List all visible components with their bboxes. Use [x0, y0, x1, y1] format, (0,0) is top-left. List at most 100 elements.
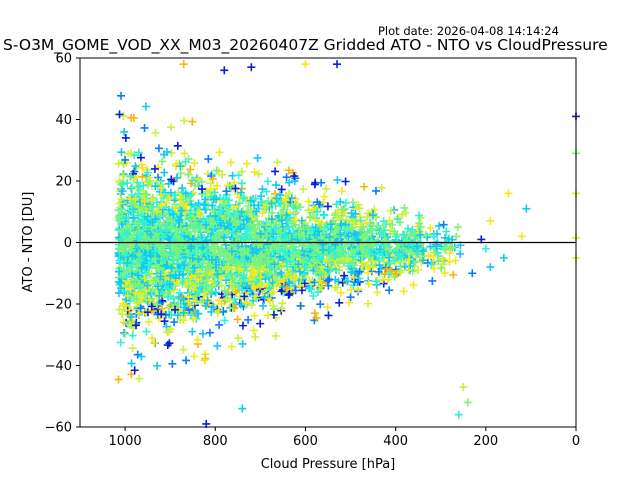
data-point [309, 236, 318, 245]
data-point [277, 185, 286, 194]
data-point [334, 206, 343, 215]
data-point [211, 234, 220, 243]
data-point [373, 288, 382, 297]
data-point [250, 311, 259, 320]
data-point [148, 334, 157, 343]
outlier-points [179, 60, 580, 428]
data-point [238, 321, 247, 330]
data-point [309, 251, 318, 260]
data-point [277, 304, 286, 313]
y-tick-label: 40 [55, 113, 72, 128]
x-axis-label: Cloud Pressure [hPa] [261, 457, 396, 472]
data-point [364, 280, 373, 289]
data-point [237, 179, 246, 188]
data-point [429, 232, 438, 241]
x-tick-label: 1000 [109, 434, 142, 449]
data-point [163, 216, 172, 225]
data-point [182, 356, 191, 365]
data-point [213, 181, 222, 190]
data-point [442, 227, 451, 236]
data-point [411, 257, 420, 266]
data-point [297, 216, 306, 225]
data-point [252, 207, 261, 216]
data-point [121, 133, 130, 142]
data-point [128, 252, 137, 261]
data-point [385, 216, 394, 225]
data-point [316, 276, 325, 285]
data-point [179, 269, 188, 278]
data-point [206, 216, 215, 225]
data-point [453, 223, 462, 232]
data-point [258, 185, 267, 194]
data-point [337, 246, 346, 255]
data-point [314, 227, 323, 236]
data-point [245, 195, 254, 204]
data-point [173, 141, 182, 150]
data-point [202, 249, 211, 258]
data-point [344, 254, 353, 263]
data-point [322, 256, 331, 265]
data-point [262, 221, 271, 230]
data-point [136, 304, 145, 313]
data-point [177, 265, 186, 274]
data-point [147, 287, 156, 296]
data-point [268, 278, 277, 287]
data-point [215, 320, 224, 329]
data-point [349, 220, 358, 229]
data-point [262, 231, 271, 240]
data-point [203, 296, 212, 305]
outlier-point [238, 404, 247, 413]
data-point [176, 162, 185, 171]
data-point [242, 159, 251, 168]
x-tick-label: 800 [203, 434, 228, 449]
data-point [299, 223, 308, 232]
data-point [374, 256, 383, 265]
data-point [151, 182, 160, 191]
data-point [258, 208, 267, 217]
data-point [151, 247, 160, 256]
data-point [340, 204, 349, 213]
data-point [146, 230, 155, 239]
outlier-point [220, 66, 229, 75]
data-point [179, 237, 188, 246]
data-point [143, 212, 152, 221]
data-point [152, 198, 161, 207]
data-point [172, 278, 181, 287]
data-point [253, 217, 262, 226]
data-point [131, 162, 140, 171]
data-point [213, 341, 222, 350]
data-point [115, 199, 124, 208]
data-point [155, 218, 164, 227]
data-point [217, 244, 226, 253]
data-point [135, 249, 144, 258]
data-point [187, 242, 196, 251]
data-point [164, 179, 173, 188]
data-point [180, 261, 189, 270]
data-point [201, 301, 210, 310]
data-point [276, 199, 285, 208]
data-point [133, 235, 142, 244]
data-point [151, 215, 160, 224]
data-point [368, 211, 377, 220]
data-point [136, 256, 145, 265]
data-point [311, 216, 320, 225]
data-point [119, 111, 128, 120]
data-point [295, 267, 304, 276]
data-point [173, 311, 182, 320]
data-point [115, 110, 124, 119]
data-point [173, 173, 182, 182]
x-tick-label: 400 [383, 434, 408, 449]
data-point [131, 194, 140, 203]
data-point [151, 276, 160, 285]
data-point [186, 165, 195, 174]
data-point [269, 230, 278, 239]
outlier-point [333, 60, 342, 69]
data-point [375, 245, 384, 254]
data-point [404, 224, 413, 233]
data-point [349, 273, 358, 282]
data-point [168, 359, 177, 368]
outlier-point [247, 63, 256, 72]
data-point [223, 250, 232, 259]
data-point [115, 278, 124, 287]
data-point [188, 235, 197, 244]
